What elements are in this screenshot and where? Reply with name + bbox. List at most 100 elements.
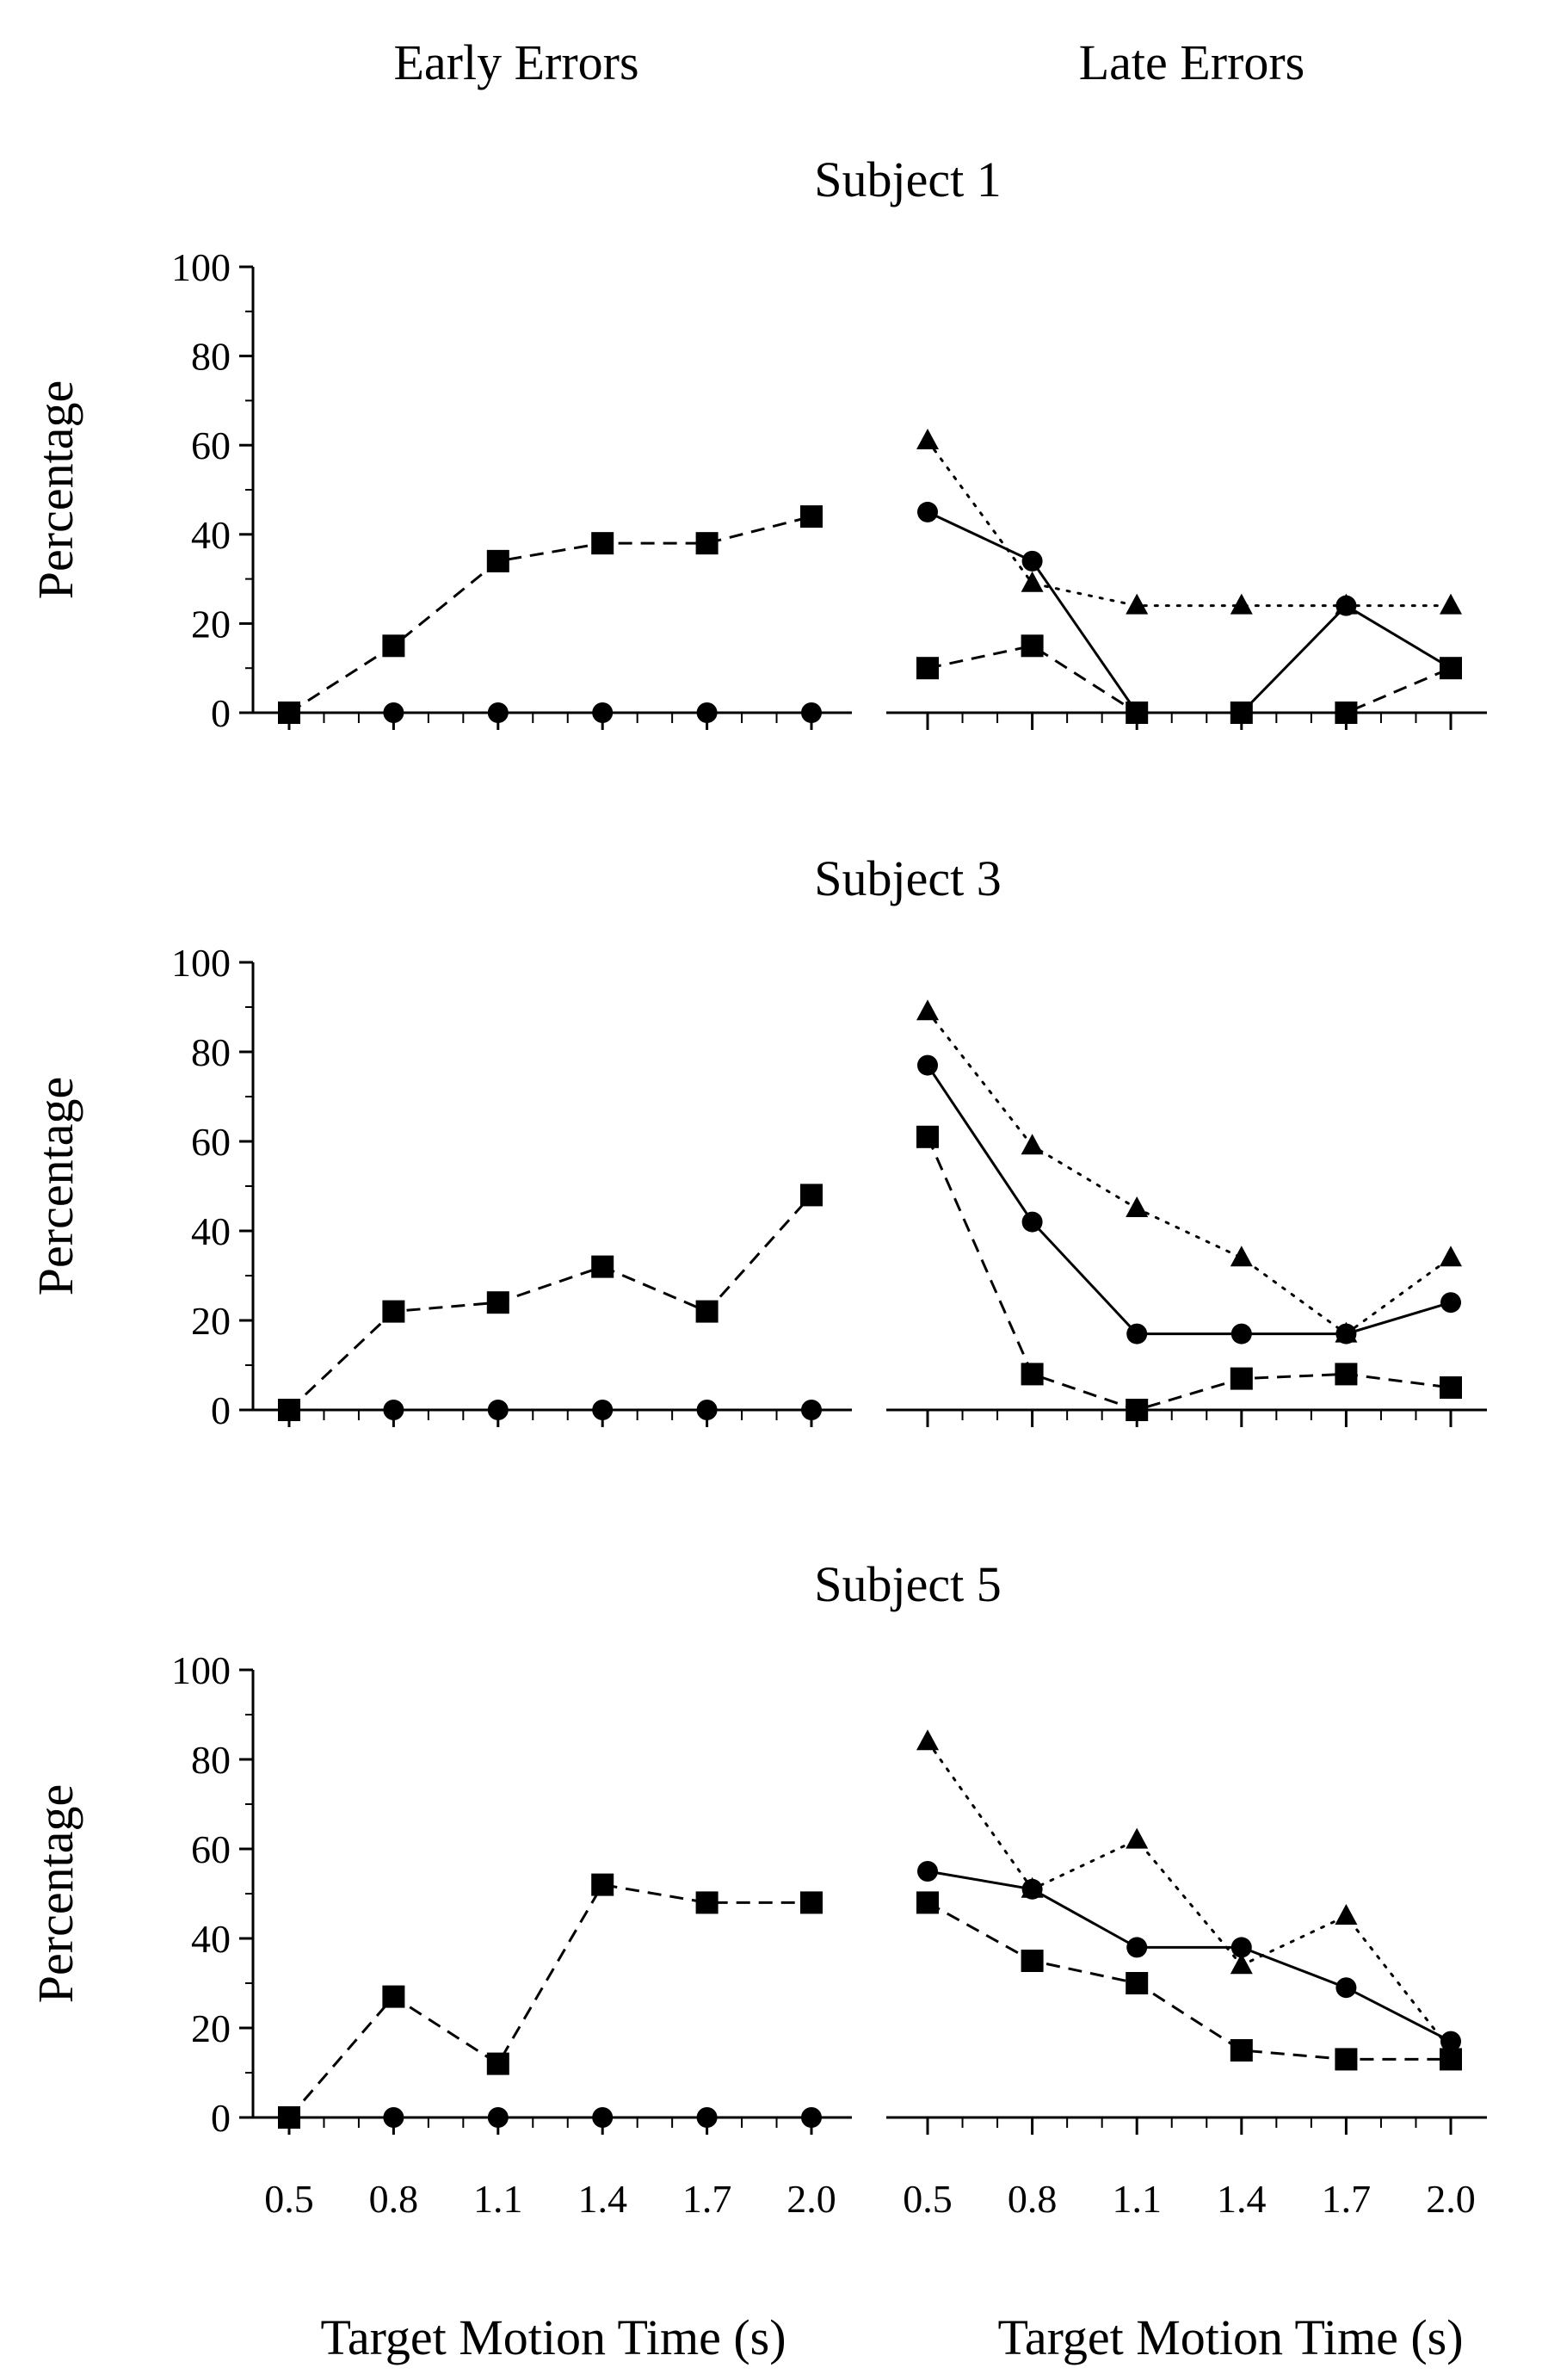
data-point-circle	[383, 2107, 404, 2128]
data-point-triangle	[1230, 1246, 1253, 1267]
data-point-square	[800, 1891, 823, 1914]
y-tick-label: 100	[171, 1648, 231, 1692]
series-square	[916, 1125, 1462, 1421]
data-point-square	[1440, 657, 1462, 680]
data-point-square	[1126, 1399, 1149, 1421]
data-point-square	[1230, 702, 1253, 724]
data-point-triangle	[916, 999, 939, 1021]
data-point-circle	[1440, 1292, 1461, 1314]
y-tick-label: 0	[211, 691, 231, 735]
data-point-square	[382, 1300, 405, 1323]
data-point-circle	[383, 1400, 404, 1420]
chart-title: Subject 1	[814, 151, 1001, 207]
series-line	[927, 510, 1452, 714]
series-circle	[279, 702, 822, 723]
column-title-early: Early Errors	[393, 34, 638, 90]
y-tick-label: 60	[191, 423, 231, 467]
series-circle	[917, 501, 1461, 723]
data-point-circle	[917, 1054, 938, 1076]
data-point-triangle	[1335, 1904, 1358, 1925]
data-point-square	[695, 1300, 719, 1323]
series-line	[927, 1901, 1451, 2061]
x-tick-label: 1.4	[577, 2177, 627, 2221]
series-line	[288, 515, 812, 714]
data-point-circle	[487, 702, 509, 723]
series-circle	[279, 1400, 822, 1420]
data-point-circle	[1335, 595, 1357, 616]
series-line	[926, 1740, 1453, 2052]
y-tick-label: 80	[191, 1030, 231, 1074]
y-tick-label: 20	[191, 602, 231, 646]
y-tick-label: 100	[171, 941, 231, 985]
y-axis-label: Percentage	[28, 380, 83, 599]
series-line	[926, 1136, 1452, 1412]
series-square	[916, 634, 1462, 724]
data-point-circle	[696, 2107, 718, 2128]
data-point-square	[800, 1184, 823, 1207]
y-tick-label: 80	[191, 1738, 231, 1782]
panel-late	[886, 999, 1487, 1427]
data-point-circle	[1021, 1878, 1043, 1900]
series-line	[926, 439, 1453, 608]
panel-early: 0 20 40 60 80 100 Percentage	[28, 941, 852, 1432]
data-point-circle	[1126, 1937, 1148, 1958]
series-line	[287, 1882, 811, 2118]
x-tick-label: 2.0	[1426, 2177, 1476, 2221]
data-point-square	[916, 1125, 939, 1148]
data-point-circle	[279, 1400, 299, 1420]
data-point-circle	[592, 1400, 614, 1420]
y-tick-label: 20	[191, 1299, 231, 1343]
data-point-circle	[1440, 2031, 1461, 2052]
data-point-circle	[279, 702, 299, 723]
column-title-late: Late Errors	[1079, 34, 1305, 90]
series-line	[927, 1870, 1452, 2043]
y-axis-label: Percentage	[28, 1784, 83, 2003]
data-point-square	[800, 505, 823, 529]
data-point-square	[1440, 2048, 1462, 2071]
data-point-square	[382, 634, 405, 658]
x-tick-label: 1.7	[1322, 2177, 1372, 2221]
series-line	[926, 1064, 1452, 1336]
series-triangle	[916, 1729, 1462, 2059]
data-point-circle	[592, 2107, 614, 2128]
data-point-triangle	[1021, 571, 1044, 592]
data-point-triangle	[1440, 1246, 1462, 1267]
series-line	[926, 1010, 1453, 1336]
data-point-triangle	[1230, 1953, 1253, 1975]
data-point-triangle	[1440, 593, 1462, 615]
data-point-circle	[592, 702, 614, 723]
data-point-circle	[1126, 1323, 1148, 1345]
data-point-circle	[801, 2107, 822, 2128]
x-tick-label: 0.5	[903, 2177, 953, 2221]
data-point-circle	[696, 1400, 718, 1420]
data-point-circle	[917, 501, 938, 522]
y-tick-label: 20	[191, 2006, 231, 2050]
data-point-circle	[1021, 550, 1043, 572]
data-point-triangle	[916, 1729, 939, 1751]
data-point-square	[916, 657, 939, 680]
data-point-circle	[279, 2107, 299, 2128]
data-point-circle	[487, 2107, 509, 2128]
y-tick-label: 80	[191, 335, 231, 379]
series-circle	[917, 1861, 1461, 2052]
series-square	[278, 505, 823, 724]
data-point-square	[1335, 702, 1358, 724]
series-triangle	[916, 429, 1462, 615]
series-circle	[917, 1054, 1461, 1345]
data-point-square	[1126, 702, 1149, 724]
data-point-square	[695, 1891, 719, 1914]
x-axis-label-early: Target Motion Time (s)	[320, 2309, 786, 2365]
data-point-circle	[696, 702, 718, 723]
data-point-circle	[487, 1400, 509, 1420]
data-point-square	[591, 1873, 614, 1896]
y-tick-label: 40	[191, 1209, 231, 1253]
data-point-square	[1021, 1950, 1044, 1972]
y-tick-label: 40	[191, 1917, 231, 1961]
data-point-circle	[917, 1861, 938, 1882]
y-tick-label: 0	[211, 1388, 231, 1432]
x-tick-label: 1.7	[682, 2177, 732, 2221]
data-point-circle	[1021, 1211, 1043, 1233]
data-point-triangle	[1126, 1827, 1149, 1849]
data-point-circle	[801, 702, 822, 723]
series-square	[278, 1873, 823, 2129]
